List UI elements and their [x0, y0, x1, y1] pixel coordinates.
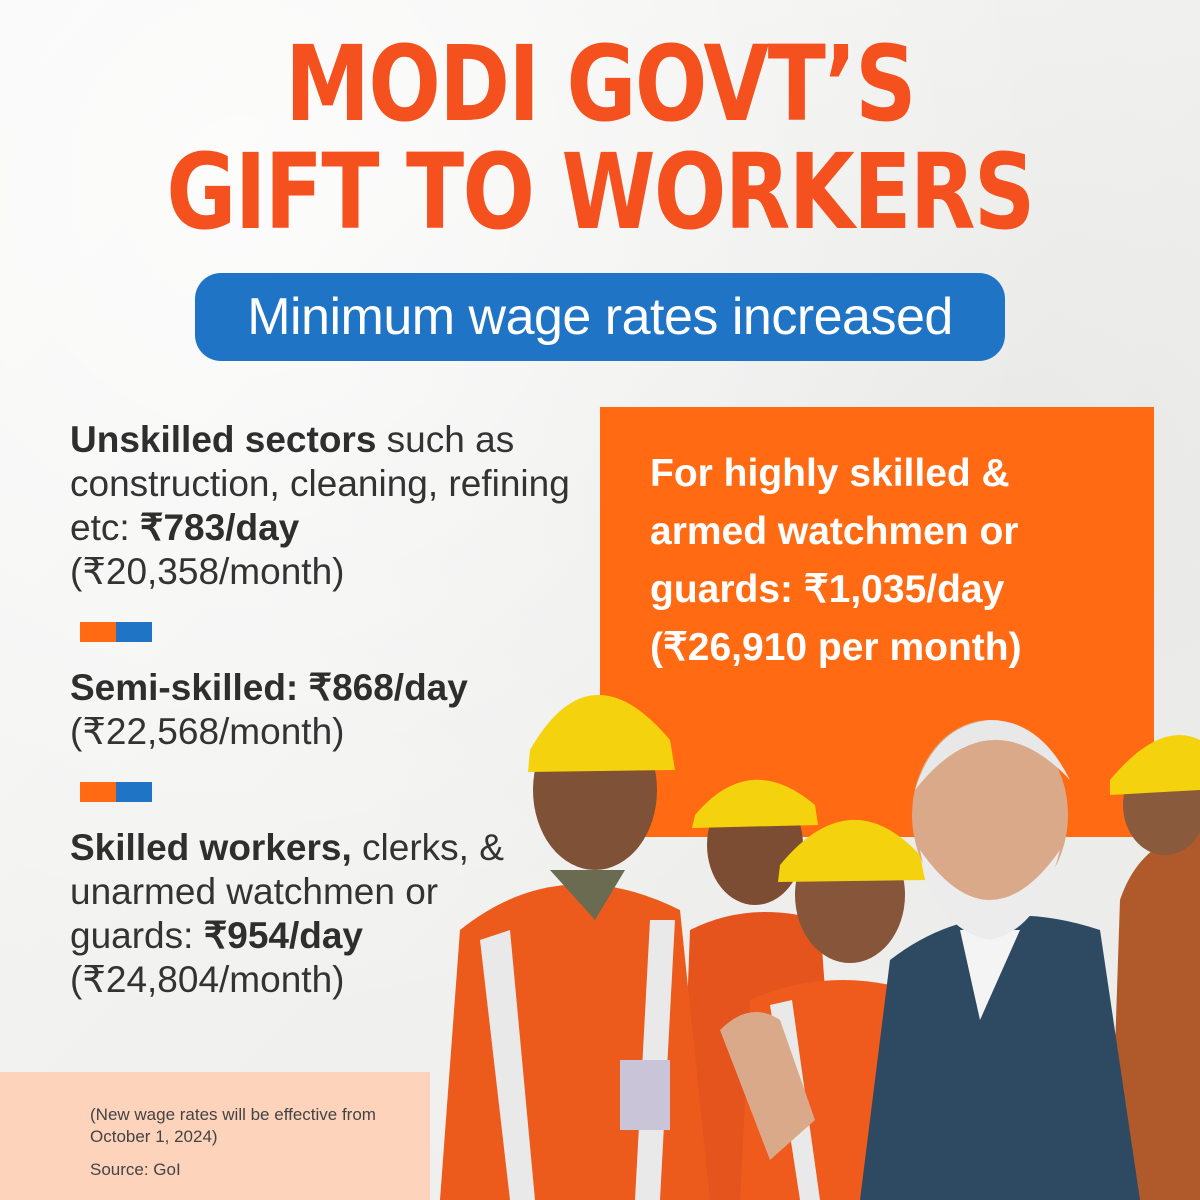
title-line-1: MODI GOVT’S [285, 23, 916, 145]
effective-date-note: (New wage rates will be effective from O… [90, 1105, 376, 1146]
wage-tiers: Unskilled sectors such as construction, … [70, 418, 570, 1002]
divider [80, 622, 570, 642]
tier-semi-skilled-text: Semi-skilled: ₹868/day [70, 666, 570, 710]
tier-skilled-text: Skilled workers, clerks, & unarmed watch… [70, 826, 570, 958]
page-title: MODI GOVT’S GIFT TO WORKERS [108, 30, 1092, 246]
subtitle-text: Minimum wage rates increased [247, 288, 953, 346]
tier-unskilled-desc: such as construction, cleaning, refining… [70, 419, 570, 548]
tier-unskilled-rate: ₹783/day [139, 507, 300, 548]
divider [80, 782, 570, 802]
tier-skilled: Skilled workers, clerks, & unarmed watch… [70, 826, 570, 1002]
tier-skilled-desc: clerks, & unarmed watchmen or guards: [70, 827, 504, 956]
tier-unskilled-text: Unskilled sectors such as construction, … [70, 418, 570, 550]
subtitle-banner: Minimum wage rates increased [195, 273, 1005, 361]
highlight-text: For highly skilled & armed watchmen or g… [650, 452, 1022, 669]
tier-skilled-rate: ₹954/day [203, 915, 364, 956]
tier-unskilled-monthly: (₹20,358/month) [70, 551, 345, 592]
worker-far-right [1110, 735, 1200, 1200]
leader-figure [720, 720, 1140, 1200]
worker-front-left [440, 694, 710, 1200]
tier-semi-skilled-title: Semi-skilled: ₹868/day [70, 667, 468, 708]
tier-semi-skilled-monthly: (₹22,568/month) [70, 711, 345, 752]
tier-unskilled: Unskilled sectors such as construction, … [70, 418, 570, 594]
tier-skilled-monthly: (₹24,804/month) [70, 959, 345, 1000]
tier-semi-skilled: Semi-skilled: ₹868/day (₹22,568/month) [70, 666, 570, 754]
tier-skilled-title: Skilled workers, [70, 827, 352, 868]
workers-photo [440, 694, 1200, 1200]
footnote-panel [0, 1072, 430, 1200]
source-credit: Source: GoI [90, 1160, 181, 1179]
tier-unskilled-title: Unskilled sectors [70, 419, 377, 460]
title-line-2: GIFT TO WORKERS [166, 131, 1035, 253]
